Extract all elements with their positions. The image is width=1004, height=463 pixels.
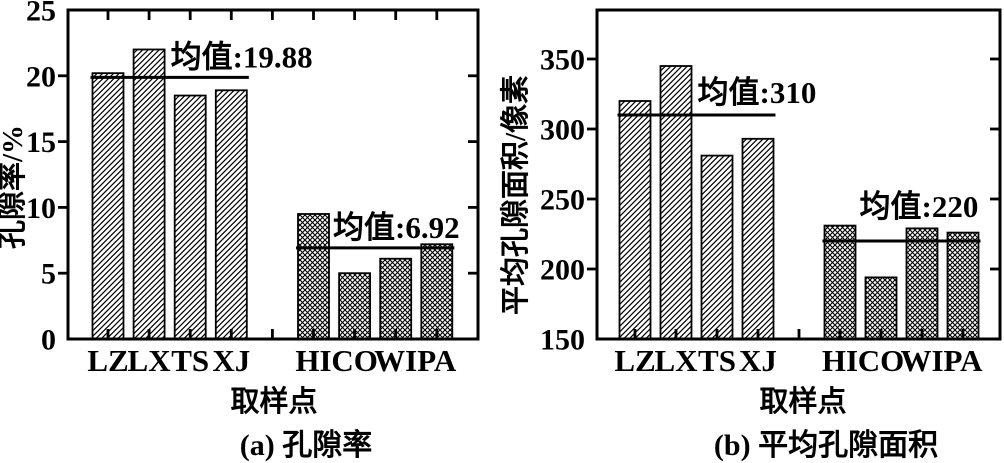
y-tick-label: 10 <box>26 192 56 225</box>
chart-b-caption: (b) 平均孔隙面积 <box>714 429 938 462</box>
chart-a-x-axis-title: 取样点 <box>230 384 317 418</box>
bar-LZ <box>618 100 652 340</box>
bar-LX <box>659 65 693 340</box>
x-category-label-PA: PA <box>417 343 457 378</box>
y-tick-label: 300 <box>540 114 585 147</box>
bar-XJ <box>214 89 248 340</box>
plot-frame <box>595 8 1002 341</box>
bar-WI <box>379 257 413 340</box>
x-category-label-HI: HI <box>295 343 331 378</box>
bar-HI <box>297 213 330 340</box>
x-category-label-WI: WI <box>374 343 417 378</box>
bar-TS <box>173 94 207 340</box>
x-category-label-WI: WI <box>900 343 943 378</box>
bar-PA <box>946 231 980 340</box>
bar-TS <box>700 154 734 340</box>
x-category-label-LZ: LZ <box>614 343 655 378</box>
x-category-label-XJ: XJ <box>739 343 777 378</box>
x-category-label-TS: TS <box>171 343 209 378</box>
x-category-label-XJ: XJ <box>212 343 250 378</box>
y-tick-label: 350 <box>540 44 585 77</box>
x-category-label-PA: PA <box>943 343 983 378</box>
x-category-label-LX: LX <box>654 343 698 378</box>
chart-b-y-axis-title: 平均孔隙面积/像素 <box>499 75 532 315</box>
x-category-label-LX: LX <box>128 343 172 378</box>
mean-value-label: 均值:220 <box>860 189 979 224</box>
chart-a-caption: (a) 孔隙率 <box>240 429 372 462</box>
mean-value-label: 均值:6.92 <box>333 210 460 245</box>
y-tick-label: 20 <box>26 60 56 93</box>
bar-HI <box>823 224 857 340</box>
bar-LX <box>132 48 166 340</box>
y-tick-label: 150 <box>540 324 585 357</box>
chart-b-x-axis-title: 取样点 <box>759 384 846 418</box>
y-tick-label: 250 <box>540 184 585 217</box>
chart-a-y-axis-title: 孔隙率/% <box>0 125 29 249</box>
bar-CO <box>864 276 898 340</box>
mean-value-label: 均值:19.88 <box>171 39 313 74</box>
x-category-label-CO: CO <box>858 343 905 378</box>
y-tick-label: 0 <box>41 324 56 357</box>
mean-value-label: 均值:310 <box>698 75 817 110</box>
y-tick-label: 25 <box>26 0 56 28</box>
x-category-label-CO: CO <box>331 343 378 378</box>
y-tick-label: 200 <box>540 254 585 287</box>
bar-LZ <box>91 72 125 340</box>
y-tick-label: 5 <box>41 258 56 291</box>
bar-CO <box>338 272 372 340</box>
bar-WI <box>905 227 939 340</box>
x-category-label-HI: HI <box>822 343 858 378</box>
y-tick-label: 15 <box>26 126 56 159</box>
bar-XJ <box>741 137 775 340</box>
x-category-label-LZ: LZ <box>87 343 128 378</box>
bar-PA <box>420 243 454 340</box>
x-category-label-TS: TS <box>698 343 736 378</box>
